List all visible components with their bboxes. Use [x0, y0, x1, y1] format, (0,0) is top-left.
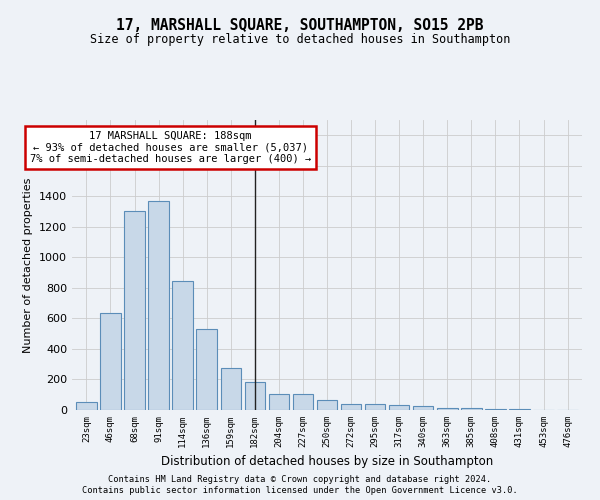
- Y-axis label: Number of detached properties: Number of detached properties: [23, 178, 34, 352]
- Text: Contains public sector information licensed under the Open Government Licence v3: Contains public sector information licen…: [82, 486, 518, 495]
- Bar: [293, 394, 313, 410]
- Bar: [437, 408, 458, 410]
- Bar: [389, 406, 409, 410]
- Bar: [221, 368, 241, 410]
- Bar: [341, 404, 361, 410]
- Bar: [148, 201, 169, 410]
- Bar: [172, 281, 193, 410]
- Bar: [413, 406, 433, 410]
- Bar: [269, 394, 289, 410]
- Bar: [461, 408, 482, 410]
- Text: 17, MARSHALL SQUARE, SOUTHAMPTON, SO15 2PB: 17, MARSHALL SQUARE, SOUTHAMPTON, SO15 2…: [116, 18, 484, 32]
- Bar: [509, 409, 530, 410]
- Bar: [485, 409, 506, 410]
- Text: Contains HM Land Registry data © Crown copyright and database right 2024.: Contains HM Land Registry data © Crown c…: [109, 475, 491, 484]
- Bar: [365, 404, 385, 410]
- Bar: [124, 211, 145, 410]
- X-axis label: Distribution of detached houses by size in Southampton: Distribution of detached houses by size …: [161, 456, 493, 468]
- Bar: [100, 313, 121, 410]
- Text: Size of property relative to detached houses in Southampton: Size of property relative to detached ho…: [90, 32, 510, 46]
- Bar: [196, 329, 217, 410]
- Text: 17 MARSHALL SQUARE: 188sqm
← 93% of detached houses are smaller (5,037)
7% of se: 17 MARSHALL SQUARE: 188sqm ← 93% of deta…: [30, 131, 311, 164]
- Bar: [245, 382, 265, 410]
- Bar: [76, 402, 97, 410]
- Bar: [317, 400, 337, 410]
